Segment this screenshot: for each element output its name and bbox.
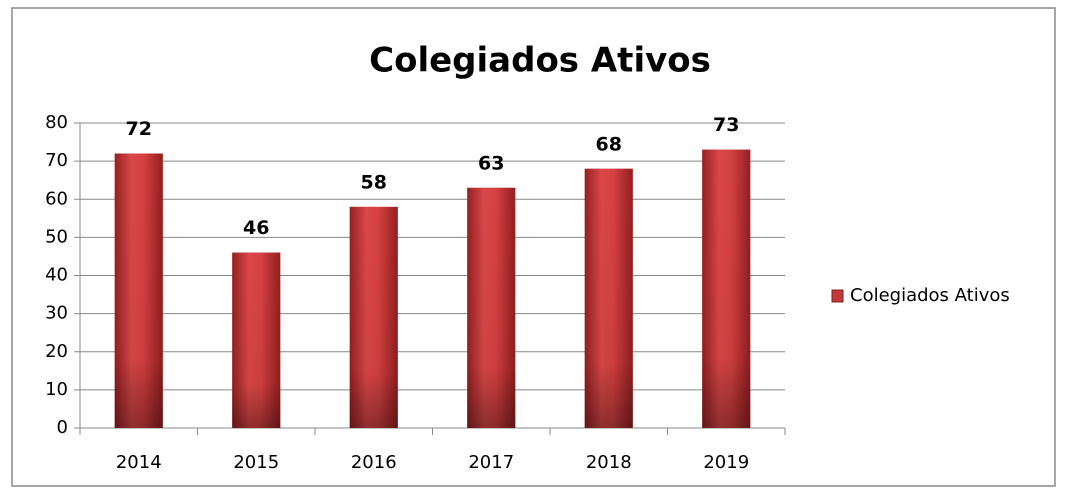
chart-frame <box>11 7 1056 487</box>
x-tick-label: 2018 <box>586 452 632 473</box>
x-tick-label: 2015 <box>233 452 279 473</box>
bar-shade <box>467 187 516 428</box>
value-label: 68 <box>596 133 622 155</box>
y-tick-label: 20 <box>45 341 68 362</box>
bar-shade <box>702 149 751 428</box>
chart-title: Colegiados Ativos <box>369 41 711 81</box>
y-tick-label: 10 <box>45 379 68 400</box>
x-tick-label: 2014 <box>116 452 162 473</box>
bar-shade <box>114 153 163 428</box>
y-tick-label: 80 <box>45 112 68 133</box>
x-tick-label: 2016 <box>351 452 397 473</box>
value-label: 46 <box>243 217 269 239</box>
bar-shade <box>232 252 281 428</box>
x-tick-label: 2017 <box>468 452 514 473</box>
value-label: 73 <box>713 114 739 136</box>
y-tick-label: 30 <box>45 303 68 324</box>
value-label: 63 <box>478 152 504 174</box>
legend-swatch <box>831 289 844 303</box>
y-tick-label: 40 <box>45 265 68 286</box>
y-tick-label: 0 <box>57 417 68 438</box>
legend-label: Colegiados Ativos <box>850 285 1010 306</box>
bar-shade <box>584 168 633 428</box>
y-tick-label: 50 <box>45 226 68 247</box>
x-tick-label: 2019 <box>703 452 749 473</box>
value-label: 72 <box>126 118 152 140</box>
bar-shade <box>349 206 398 428</box>
y-tick-label: 60 <box>45 188 68 209</box>
value-label: 58 <box>361 171 387 193</box>
y-tick-label: 70 <box>45 150 68 171</box>
